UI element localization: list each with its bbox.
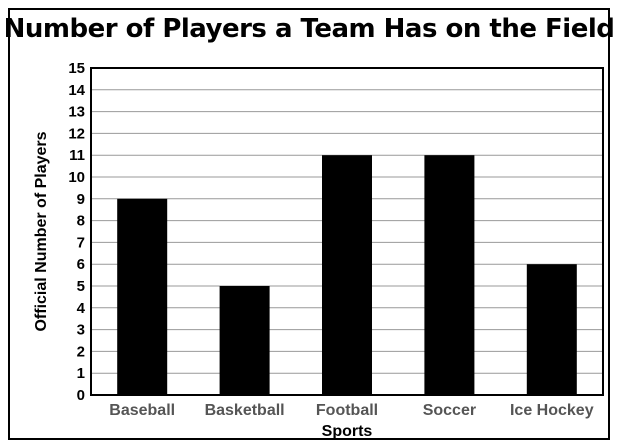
y-tick-label: 9 xyxy=(77,191,85,208)
y-tick-label: 10 xyxy=(68,169,85,186)
x-tick-label: Ice Hockey xyxy=(510,402,594,419)
x-tick-labels: Baseball Basketball Football Soccer Ice Hock… xyxy=(109,402,593,419)
x-axis-label: Sports xyxy=(322,423,373,440)
x-tick-label: Football xyxy=(316,402,378,419)
bar-soccer xyxy=(424,155,475,395)
y-tick-label: 15 xyxy=(68,60,85,77)
y-tick-label: 14 xyxy=(68,82,85,99)
bars xyxy=(117,155,577,395)
x-tick-label: Basketball xyxy=(205,402,285,419)
y-tick-label: 7 xyxy=(77,234,85,251)
plot-area-border xyxy=(90,67,604,396)
bar-ice-hockey xyxy=(526,264,577,395)
y-tick-label: 1 xyxy=(77,365,85,382)
y-axis-label: Official Number of Players xyxy=(33,131,50,331)
chart-title: Number of Players a Team Has on the Fiel… xyxy=(3,14,615,44)
y-tick-label: 0 xyxy=(77,387,85,404)
bar-football xyxy=(322,155,372,395)
y-tick-label: 2 xyxy=(77,343,85,360)
x-tick-label: Soccer xyxy=(423,402,476,419)
y-tick-label: 13 xyxy=(68,104,85,121)
y-tick-label: 6 xyxy=(77,256,85,273)
y-tick-label: 8 xyxy=(77,213,85,230)
bar-basketball xyxy=(219,286,270,395)
x-tick-label: Baseball xyxy=(109,402,175,419)
y-tick-label: 5 xyxy=(77,278,85,295)
bar-baseball xyxy=(117,198,168,395)
y-tick-label: 4 xyxy=(77,300,86,317)
chart-frame xyxy=(8,8,610,440)
y-tick-label: 12 xyxy=(68,125,85,142)
y-tick-label: 3 xyxy=(77,322,85,339)
y-tick-label: 11 xyxy=(69,147,85,164)
